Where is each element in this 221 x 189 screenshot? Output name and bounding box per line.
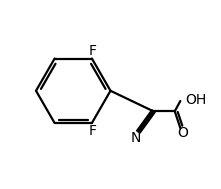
- Text: F: F: [89, 124, 97, 138]
- Text: O: O: [177, 126, 188, 140]
- Text: N: N: [131, 131, 141, 145]
- Text: OH: OH: [185, 93, 206, 107]
- Text: F: F: [89, 44, 97, 58]
